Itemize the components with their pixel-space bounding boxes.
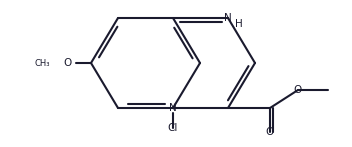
- Text: H: H: [235, 19, 243, 29]
- Text: O: O: [64, 58, 72, 68]
- Text: Cl: Cl: [168, 123, 178, 133]
- Text: N: N: [224, 13, 232, 23]
- Text: CH₃: CH₃: [34, 59, 50, 67]
- Text: O: O: [266, 127, 274, 137]
- Text: O: O: [294, 85, 302, 95]
- Text: N: N: [169, 103, 177, 113]
